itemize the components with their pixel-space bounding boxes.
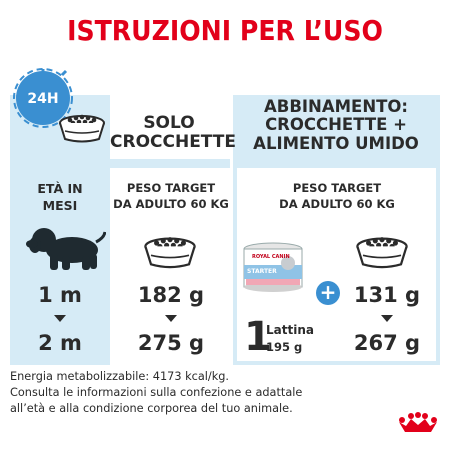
- clock-icon: [13, 68, 73, 128]
- royal-canin-logo: [399, 412, 437, 432]
- dry-amount-2: 275 g: [137, 331, 205, 355]
- down-arrow-icon: [165, 315, 177, 322]
- kibble-bowl-icon: [144, 237, 196, 269]
- can-brand-text: ROYAL CANIN: [252, 254, 290, 260]
- abbinamento-header-text: ABBINAMENTO: CROCCHETTE + ALIMENTO UMIDO: [253, 97, 419, 153]
- solo-header-text: SOLO CROCCHETTE: [110, 113, 237, 153]
- can-weight: 195 g: [266, 340, 303, 354]
- dry-amount-1: 182 g: [137, 283, 205, 307]
- footer-advice-1: Consulta le informazioni sulla confezion…: [10, 385, 303, 399]
- solo-crocchette-header: SOLO CROCCHETTE: [110, 113, 236, 152]
- age-2-value: 2 m: [38, 331, 82, 355]
- mix-dry-amount-1: 131 g: [353, 283, 421, 307]
- abbinamento-header: ABBINAMENTO: CROCCHETTE + ALIMENTO UMIDO: [236, 97, 436, 153]
- footer-advice-2: all’età e alla condizione corporea del t…: [10, 401, 293, 415]
- puppy-icon: [26, 228, 106, 270]
- target-weight-label-left: PESO TARGET DA ADULTO 60 KG: [113, 181, 229, 211]
- age-column-label: ETÀ IN MESI: [37, 181, 83, 213]
- kibble-bowl-icon: [59, 114, 105, 143]
- solo-header-box: [110, 95, 230, 159]
- page-title: ISTRUZIONI PER L’USO: [67, 14, 383, 47]
- wet-food-can-icon: [243, 242, 303, 292]
- age-1-value: 1 m: [38, 283, 82, 307]
- mix-dry-amount-2: 267 g: [353, 331, 421, 355]
- footer-energy: Energia metabolizzabile: 4173 kcal/kg.: [10, 370, 230, 383]
- can-product-text: STARTER: [247, 268, 277, 275]
- can-count: 1: [244, 314, 272, 360]
- target-weight-label-right: PESO TARGET DA ADULTO 60 KG: [279, 181, 395, 211]
- clock-label: 24H: [27, 91, 59, 107]
- kibble-bowl-icon: [356, 237, 408, 269]
- plus-icon: +: [316, 281, 340, 305]
- down-arrow-icon: [381, 315, 393, 322]
- can-label: Lattina: [266, 323, 314, 337]
- footer-note: Energia metabolizzabile: 4173 kcal/kg. C…: [10, 369, 370, 416]
- down-arrow-icon: [54, 315, 66, 322]
